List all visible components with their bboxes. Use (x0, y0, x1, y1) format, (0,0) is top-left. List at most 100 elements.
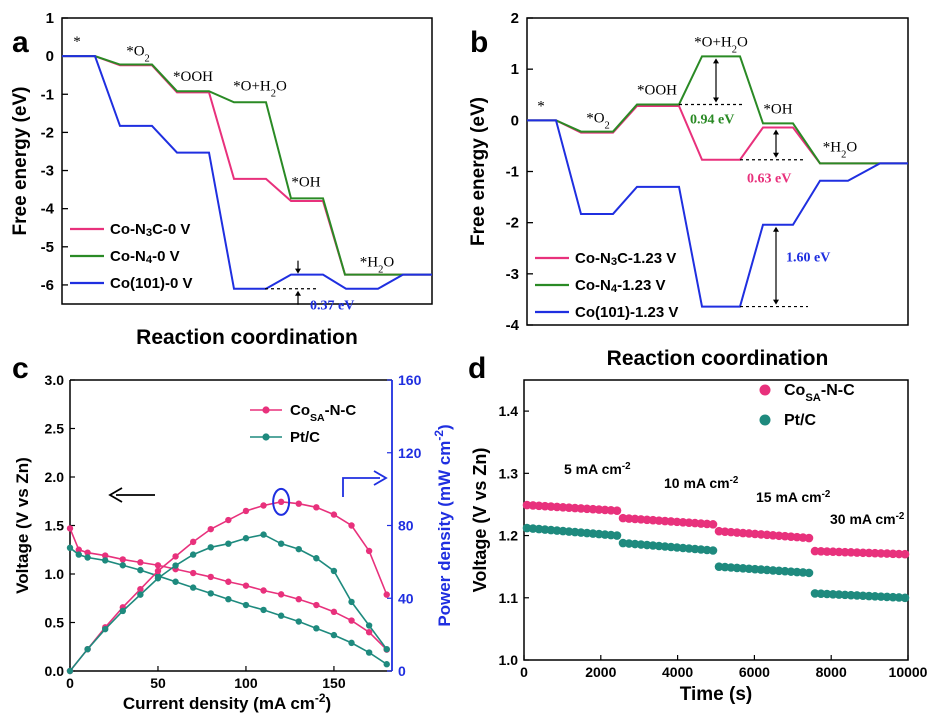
y-tick-label: 0.5 (45, 615, 65, 631)
data-point (277, 612, 285, 619)
data-point (242, 601, 250, 609)
y-tick-label: -4 (41, 201, 55, 218)
y-tick-label: 2.5 (45, 421, 65, 437)
panel-letter-d: d (468, 352, 486, 385)
y-tick-label: -2 (506, 215, 519, 232)
y-axis-label: Free energy (eV) (10, 87, 31, 236)
arrowhead-icon (773, 152, 779, 158)
y-tick-label: 3.0 (45, 372, 65, 388)
data-point (101, 625, 109, 633)
series-line-1 (69, 547, 388, 665)
legend-marker (759, 384, 771, 396)
step-label: *OOH (637, 82, 677, 98)
data-point (172, 553, 179, 560)
data-point (858, 548, 868, 558)
data-point (84, 554, 91, 561)
y-tick-label: 1.0 (499, 652, 519, 668)
step-label: *OOH (173, 69, 213, 85)
data-point (137, 559, 144, 566)
data-point (84, 549, 91, 556)
y2-tick-label: 0 (398, 663, 406, 679)
data-point (225, 516, 232, 524)
legend-marker (759, 414, 771, 426)
data-point (330, 608, 338, 616)
data-point (295, 618, 302, 625)
legend-label: Co-N3C-0 V (110, 221, 190, 239)
data-point (348, 522, 355, 529)
y-tick-label: -3 (41, 163, 54, 180)
data-point (822, 547, 832, 556)
x-axis-label: Reaction coordination (607, 347, 829, 370)
y2-tick-label: 160 (398, 372, 422, 388)
legend-label: Pt/C (784, 412, 816, 429)
data-point (172, 562, 179, 569)
x-axis-label: Current density (mA cm-2) (123, 691, 331, 713)
data-point (900, 549, 910, 559)
data-point (900, 593, 910, 603)
legend-label: Co-N4-1.23 V (575, 277, 665, 295)
segment-label: 10 mA cm-2 (664, 475, 739, 492)
y-tick-label: 1.2 (499, 528, 519, 544)
x-tick-label: 50 (150, 675, 166, 691)
data-point (172, 578, 179, 585)
data-point (348, 617, 355, 624)
y-tick-label: -1 (506, 164, 519, 181)
y-tick-label: 1.3 (499, 465, 519, 481)
energy-gap-annotation: 0.63 eV (747, 172, 791, 187)
y2-tick-label: 120 (398, 445, 422, 461)
y2-tick-label: 80 (398, 518, 414, 534)
data-point (154, 575, 162, 582)
right-arrow-icon (373, 470, 388, 486)
peak-highlight-icon (272, 487, 291, 516)
panel-letter-a: a (12, 26, 29, 59)
data-point (260, 587, 267, 594)
series-line-2 (69, 501, 388, 672)
chart-c: 0.0 0.5 1.0 1.5 2.0 2.5 3.0 0 40 80 120 160 0 50 100 15… (13, 372, 422, 691)
legend-label: Co(101)-0 V (110, 275, 193, 292)
data-point (119, 607, 126, 615)
step-label: *O+H2O (694, 34, 748, 55)
chart-a: 1 0 -1 -2 -3 -4 -5 -6 Free energy (eV) Reaction c… (10, 10, 433, 349)
energy-gap-annotation: 1.60 eV (786, 251, 830, 266)
arrowhead-icon (773, 299, 779, 305)
step-label: * (73, 34, 81, 50)
segment-label: 30 mA cm-2 (830, 511, 905, 528)
data-point (277, 591, 285, 598)
step-label: *OH (763, 101, 792, 117)
data-point (313, 504, 320, 511)
energy-gap-annotation: 0.37 eV (310, 299, 354, 314)
data-point (242, 582, 250, 589)
y-axis-label: Voltage (V vs Zn) (470, 448, 490, 593)
step-label: *O2 (126, 43, 150, 64)
step-label: *O2 (586, 111, 610, 132)
plot-frame (523, 379, 909, 661)
data-point (330, 631, 338, 639)
x-tick-label: 0 (520, 664, 528, 680)
data-point (348, 598, 355, 606)
series-line-3 (69, 533, 388, 672)
data-point (612, 506, 622, 515)
arrowhead-icon (295, 268, 301, 274)
data-point (876, 549, 886, 558)
y-tick-label: 1.5 (45, 518, 65, 534)
data-point (330, 567, 338, 575)
data-point (828, 547, 838, 557)
legend-label: Co-N4-0 V (110, 248, 180, 266)
x-tick-label: 100 (234, 675, 258, 691)
y-tick-label: 1 (46, 10, 54, 27)
data-point (295, 545, 302, 553)
step-label: *O+H2O (233, 78, 287, 99)
y-tick-label: -2 (41, 124, 54, 141)
left-arrow-icon (108, 487, 123, 503)
y-tick-label: 0 (46, 48, 54, 65)
series-line-2 (527, 119, 908, 308)
y-tick-label: 2.0 (45, 469, 65, 485)
data-point (225, 578, 232, 585)
x-tick-label: 10000 (889, 664, 927, 680)
data-point (810, 546, 820, 556)
arrowhead-icon (713, 97, 719, 103)
data-point (834, 547, 844, 557)
data-point (101, 552, 109, 559)
data-point (365, 649, 373, 656)
